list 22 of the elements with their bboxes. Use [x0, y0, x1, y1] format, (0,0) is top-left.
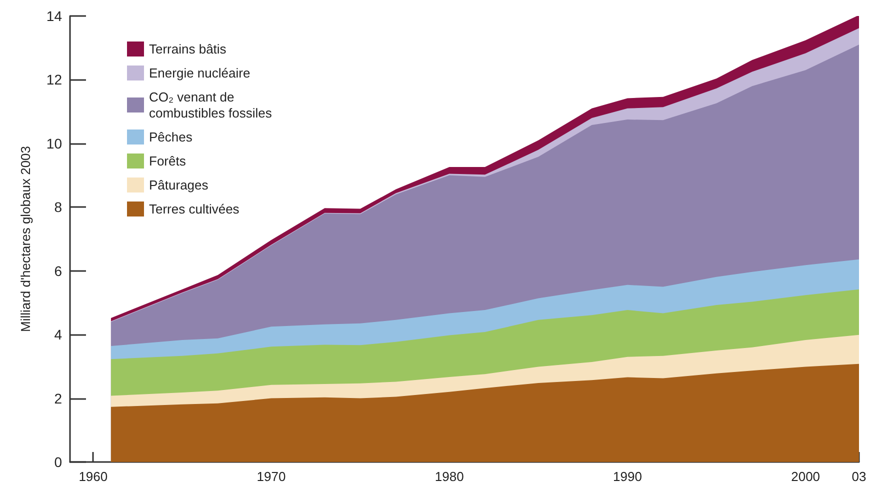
- legend-label: Terrains bâtis: [149, 42, 227, 56]
- x-tick-label: 1980: [434, 469, 464, 484]
- legend-label: Terres cultivées: [149, 202, 240, 216]
- y-tick-label: 2: [54, 390, 62, 406]
- x-tick-label: 2000: [791, 469, 820, 484]
- y-tick-label: 0: [54, 454, 62, 470]
- legend-label: Energie nucléaire: [149, 66, 250, 80]
- y-tick-label: 14: [46, 8, 62, 24]
- x-tick-label: 03: [852, 469, 866, 484]
- y-tick-label: 4: [54, 326, 62, 343]
- legend-label: Forêts: [149, 154, 186, 168]
- y-tick-label: 12: [46, 72, 62, 88]
- legend-label: CO₂ venant de combustibles fossiles: [149, 90, 272, 120]
- x-tick-label: 1960: [78, 469, 108, 484]
- x-tick-label: 1970: [256, 469, 286, 484]
- y-axis-title: Milliard d'hectares globaux 2003: [18, 146, 33, 332]
- y-tick-label: 8: [54, 199, 62, 216]
- legend-label: Pêches: [149, 130, 193, 144]
- x-tick-label: 1990: [613, 469, 642, 484]
- y-tick-label: 10: [46, 135, 62, 152]
- y-tick-label: 6: [54, 262, 62, 279]
- legend-label: Pâturages: [149, 178, 209, 192]
